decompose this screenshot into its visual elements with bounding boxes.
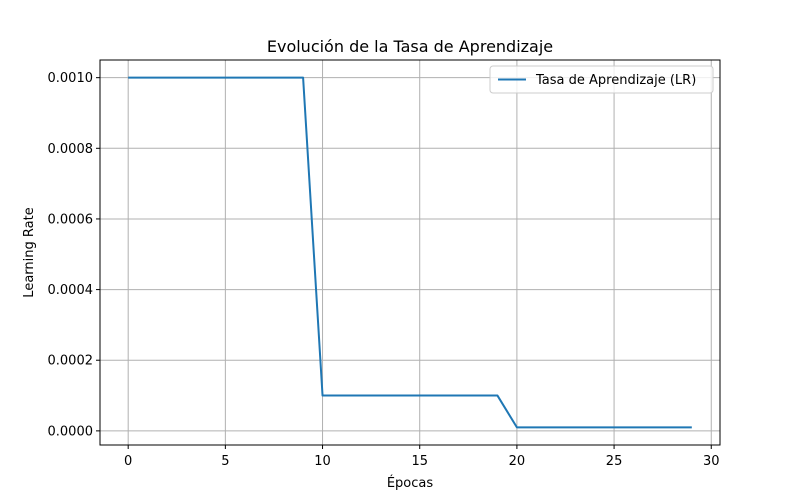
grid [100, 60, 720, 445]
x-tick-label: 15 [411, 454, 428, 469]
y-tick-label: 0.0010 [48, 71, 94, 86]
y-tick-label: 0.0006 [48, 212, 94, 227]
axis-ticks: 0 5 10 15 20 25 30 0.0000 0.0002 0.0004 0.0006 0.00… [48, 71, 720, 469]
legend-box [489, 65, 714, 94]
series-lines [128, 76, 692, 429]
legend: Tasa de Aprendizaje (LR) [489, 65, 714, 94]
chart-title: Evolución de la Tasa de Aprendizaje [267, 37, 553, 56]
plot-frame [99, 59, 721, 446]
legend-label: Tasa de Aprendizaje (LR) [535, 73, 696, 88]
x-tick-label: 5 [221, 454, 229, 469]
y-tick-label: 0.0000 [48, 424, 94, 439]
x-tick-label: 25 [606, 454, 623, 469]
x-axis-label: Épocas [387, 475, 434, 491]
x-tick-label: 10 [314, 454, 331, 469]
x-tick-label: 20 [509, 454, 526, 469]
x-tick-label: 30 [703, 454, 720, 469]
y-tick-label: 0.0008 [48, 142, 94, 157]
y-tick-label: 0.0004 [48, 283, 94, 298]
y-axis-label: Learning Rate [22, 207, 37, 297]
lr-series-line [128, 76, 692, 429]
y-tick-label: 0.0002 [48, 354, 94, 369]
x-tick-label: 0 [124, 454, 132, 469]
